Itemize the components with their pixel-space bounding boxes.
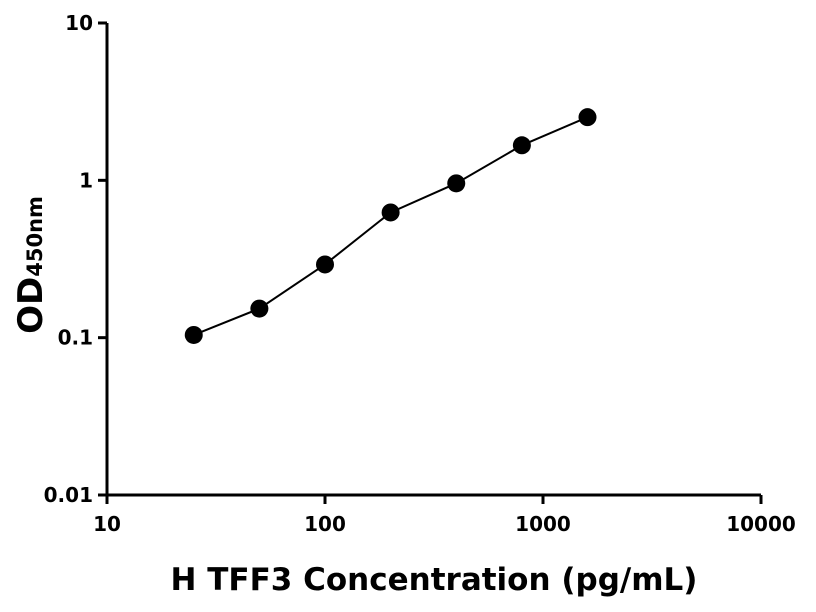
x-tick-label: 1000 bbox=[515, 512, 571, 536]
x-tick-label: 10 bbox=[93, 512, 121, 536]
data-point bbox=[250, 299, 269, 318]
x-tick-label: 100 bbox=[304, 512, 346, 536]
data-point bbox=[184, 325, 203, 344]
y-tick-label: 0.01 bbox=[44, 483, 93, 507]
y-axis-label-sub: 450nm bbox=[23, 196, 47, 277]
x-tick-label: 10000 bbox=[726, 512, 796, 536]
y-tick-label: 10 bbox=[65, 11, 93, 35]
data-point bbox=[512, 136, 531, 155]
y-tick-label: 1 bbox=[79, 168, 93, 192]
data-point bbox=[381, 203, 400, 222]
y-tick-label: 0.1 bbox=[58, 326, 93, 350]
data-point bbox=[578, 108, 597, 127]
data-point bbox=[316, 255, 334, 274]
y-axis-label: OD450nm bbox=[11, 196, 51, 334]
data-point bbox=[447, 174, 466, 193]
y-axis-label-main: OD bbox=[11, 277, 51, 334]
x-axis-label: H TFF3 Concentration (pg/mL) bbox=[171, 562, 698, 598]
